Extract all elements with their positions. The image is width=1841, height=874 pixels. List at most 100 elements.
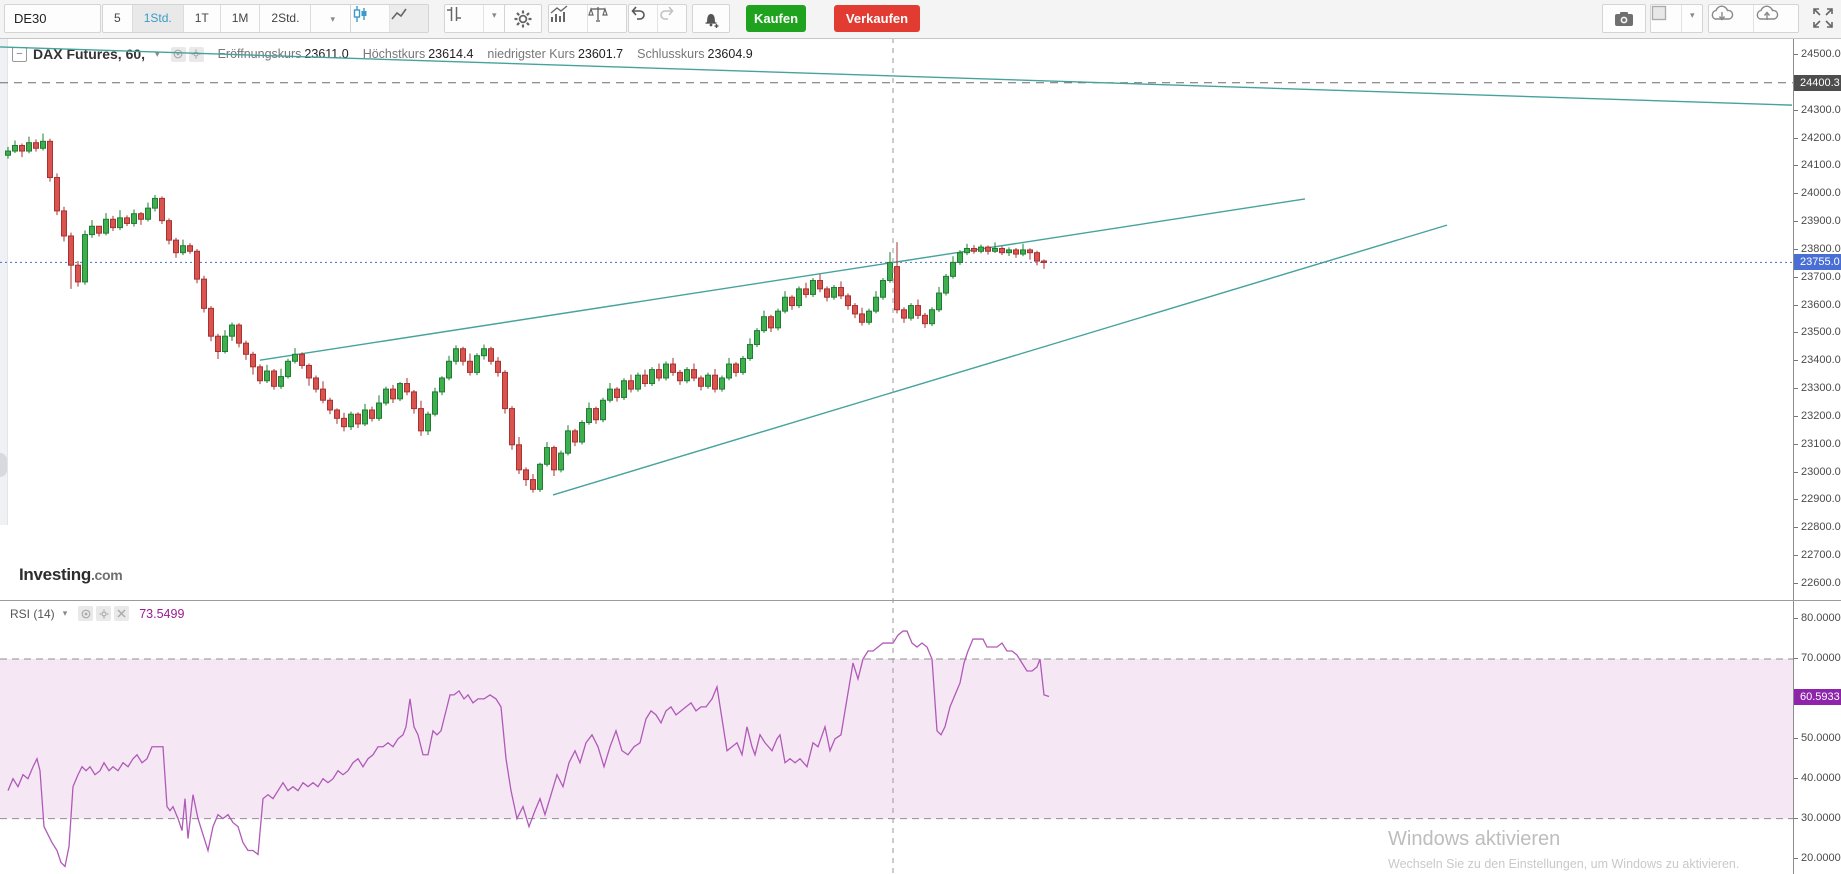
interval-dropdown[interactable]: ▾ xyxy=(483,5,506,32)
chart-type-group xyxy=(350,4,429,33)
candle-body xyxy=(187,245,193,252)
candle-body xyxy=(943,275,949,294)
candle-body xyxy=(740,357,746,373)
series-settings-button[interactable] xyxy=(188,46,204,62)
cloud-upload-icon xyxy=(1756,5,1779,20)
candle-body xyxy=(670,363,676,373)
layout-grid-icon xyxy=(1651,5,1667,21)
candle-body xyxy=(446,360,452,379)
close-value: 23604.9 xyxy=(707,47,753,61)
candle-body xyxy=(880,280,886,298)
candle-body xyxy=(292,353,298,362)
timeframe-dropdown[interactable]: ▾ xyxy=(330,14,335,24)
rsi-tick-40: 40.0000 xyxy=(1794,772,1841,784)
toggle-visibility-button[interactable] xyxy=(170,46,186,62)
analysis-group xyxy=(548,4,627,33)
indicators-button[interactable] xyxy=(549,5,587,32)
settings-button[interactable] xyxy=(504,4,542,33)
chevron-down-icon[interactable]: ▾ xyxy=(155,48,160,59)
candle-body xyxy=(523,469,529,481)
interval-group: ▾ xyxy=(444,4,507,33)
candle-body xyxy=(733,363,739,373)
collapse-pane-icon[interactable]: − xyxy=(12,46,27,62)
pane-separator[interactable] xyxy=(0,600,1841,601)
candle-body xyxy=(754,330,760,346)
candle-body xyxy=(579,422,585,443)
undo-button[interactable] xyxy=(629,5,657,32)
candle-body xyxy=(110,218,116,229)
indicators-icon xyxy=(550,5,568,22)
low-value: 23601.7 xyxy=(577,47,624,61)
candle-body xyxy=(467,360,473,373)
redo-button[interactable] xyxy=(657,5,686,32)
interval-settings-button[interactable] xyxy=(445,5,483,32)
rsi-settings-button[interactable] xyxy=(96,606,112,621)
layout-button[interactable] xyxy=(1651,5,1681,32)
line-chart-button[interactable] xyxy=(389,5,428,32)
line-chart-icon xyxy=(391,8,407,20)
candle-body xyxy=(159,197,165,222)
buy-button[interactable]: Kaufen xyxy=(746,5,806,32)
candle-body xyxy=(68,235,74,266)
price-tick-23300: 23300.0 xyxy=(1794,382,1841,394)
symbol-input[interactable]: DE30 xyxy=(4,4,101,33)
candle-body xyxy=(642,374,648,385)
candle-body xyxy=(782,296,788,312)
timeframe-button-1Std.[interactable]: 1Std. xyxy=(132,5,184,32)
toolbar: DE30 5 1Std. 1T 1M 2Std. ▾ xyxy=(0,0,1841,39)
candle-body xyxy=(166,220,172,241)
timeframe-button-1M[interactable]: 1M xyxy=(221,5,261,32)
candle-body xyxy=(908,305,914,319)
timeframe-button-2Std.[interactable]: 2Std. xyxy=(260,5,312,32)
candle-body xyxy=(803,288,809,295)
candle-body xyxy=(810,280,816,295)
candle-body xyxy=(54,177,60,212)
candle-body xyxy=(901,309,907,319)
candle-body xyxy=(453,348,459,362)
rsi-value: 73.5499 xyxy=(139,606,185,621)
symbol-text: DE30 xyxy=(14,11,47,26)
current-price-badge: 23755.0 xyxy=(1794,254,1841,271)
chevron-down-icon[interactable]: ▾ xyxy=(62,608,68,618)
candle-body xyxy=(264,370,270,382)
candle-body xyxy=(334,409,340,419)
price-tick-23500: 23500.0 xyxy=(1794,326,1841,338)
candle-body xyxy=(236,324,242,344)
candle-body xyxy=(12,144,18,152)
candle-body xyxy=(558,452,564,471)
rsi-visibility-button[interactable] xyxy=(78,606,94,621)
load-chart-button[interactable] xyxy=(1709,5,1753,32)
candle-body xyxy=(614,388,620,398)
candle-body xyxy=(684,369,690,382)
windows-watermark-title: Windows aktivieren xyxy=(1388,828,1561,850)
candle-body xyxy=(341,417,347,428)
fullscreen-button[interactable] xyxy=(1812,7,1834,29)
compare-scales-button[interactable] xyxy=(587,5,626,32)
layout-dropdown[interactable]: ▾ xyxy=(1681,5,1702,32)
sell-button[interactable]: Verkaufen xyxy=(834,5,920,32)
rsi-line xyxy=(7,630,1050,868)
candle-body xyxy=(33,142,39,149)
candle-body xyxy=(40,140,46,149)
candle-body xyxy=(278,376,284,387)
price-axis[interactable]: 24500.0 24300.0 24200.0 24100.0 24000.0 23900… xyxy=(1793,38,1841,874)
candlestick-chart-button[interactable] xyxy=(351,5,389,32)
timeframe-button-5[interactable]: 5 xyxy=(103,5,133,32)
candle-body xyxy=(705,374,711,387)
candle-body xyxy=(243,342,249,355)
candle-body xyxy=(362,409,368,425)
rsi-remove-button[interactable] xyxy=(114,606,130,621)
snapshot-button[interactable] xyxy=(1602,4,1646,33)
price-tick-24300: 24300.0 xyxy=(1794,104,1841,116)
candle-body xyxy=(978,246,984,252)
drawing-toolbar-toggle[interactable] xyxy=(0,453,7,477)
rsi-value-badge: 60.5933 xyxy=(1794,688,1841,705)
candle-body xyxy=(649,369,655,385)
candle-body xyxy=(250,353,256,368)
save-chart-button[interactable] xyxy=(1753,5,1798,32)
interval-settings-icon xyxy=(447,7,461,21)
candle-body xyxy=(215,335,221,353)
timeframe-button-1T[interactable]: 1T xyxy=(184,5,221,32)
alert-button[interactable] xyxy=(692,4,730,33)
